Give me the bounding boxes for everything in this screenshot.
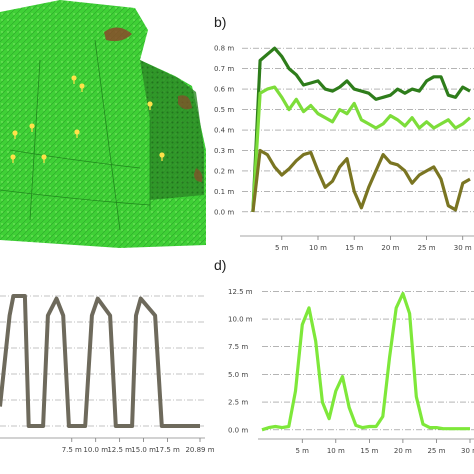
tree-marker-icon bbox=[74, 129, 80, 138]
y-tick-label: 0.8 m bbox=[214, 45, 234, 53]
series-line-3 bbox=[251, 148, 471, 213]
chart-b: b) 0.0 m 0.1 m 0.2 m 0.3 m 0.4 m 0.5 m 0.6 m 0.… bbox=[214, 14, 474, 252]
field-line bbox=[0, 189, 151, 206]
panel-label-b: b) bbox=[214, 14, 226, 30]
field-line bbox=[94, 39, 121, 231]
y-tick-label: 0.0 m bbox=[228, 426, 248, 434]
x-tick-label: 15 m bbox=[345, 244, 363, 252]
x-tick-label: 20 m bbox=[381, 244, 399, 252]
field-line bbox=[9, 149, 141, 169]
tree-marker-icon bbox=[41, 154, 47, 163]
y-tick-label: 7.5 m bbox=[228, 343, 248, 351]
y-tick-label: 0.6 m bbox=[214, 86, 234, 94]
y-tick-label: 0.4 m bbox=[214, 127, 234, 135]
tree-marker-icon bbox=[147, 101, 153, 110]
tree-marker-icon bbox=[10, 154, 16, 163]
x-tick-label: 17.5 m bbox=[155, 446, 180, 454]
x-tick-label: 25 m bbox=[418, 244, 436, 252]
y-tick-label: 12.5 m bbox=[228, 288, 253, 296]
soil-patch bbox=[194, 168, 203, 182]
y-tick-label: 2.5 m bbox=[228, 399, 248, 407]
x-tick-label: 5 m bbox=[296, 447, 310, 455]
chart-c: 7.5 m 10.0 m 12.5 m 15.0 m 17.5 m 20.89 m bbox=[0, 294, 215, 454]
x-tick-label: 30 m bbox=[461, 447, 474, 455]
chart-d: d) 0.0 m 2.5 m 5.0 m 7.5 m 10.0 m 12.5 m 5 m 10… bbox=[214, 257, 474, 455]
x-tick-label: 15 m bbox=[360, 447, 378, 455]
tree-marker-icon bbox=[12, 130, 18, 139]
soil-patch bbox=[178, 95, 192, 110]
x-tick-label: 30 m bbox=[454, 244, 472, 252]
y-tick-label: 10.0 m bbox=[228, 316, 253, 324]
x-tick-label: 10 m bbox=[309, 244, 327, 252]
field-line bbox=[29, 59, 41, 221]
series-line-1 bbox=[261, 291, 470, 432]
series-line-1 bbox=[251, 46, 471, 212]
y-tick-label: 0.0 m bbox=[214, 208, 234, 216]
x-tick-label: 10.0 m bbox=[83, 446, 108, 454]
series-line-1 bbox=[0, 294, 200, 428]
panel-label-d: d) bbox=[214, 257, 226, 273]
soil-patch bbox=[104, 27, 132, 42]
series-line-2 bbox=[251, 85, 472, 212]
x-tick-label: 15.0 m bbox=[131, 446, 156, 454]
tree-marker-icon bbox=[79, 83, 85, 92]
x-tick-label: 20 m bbox=[394, 447, 412, 455]
y-tick-label: 0.3 m bbox=[214, 147, 234, 155]
x-tick-label: 7.5 m bbox=[62, 446, 82, 454]
x-tick-label: 10 m bbox=[327, 447, 345, 455]
y-tick-label: 5.0 m bbox=[228, 371, 248, 379]
orthophoto-map bbox=[0, 0, 206, 248]
y-tick-label: 0.1 m bbox=[214, 188, 234, 196]
x-tick-label: 12.5 m bbox=[107, 446, 132, 454]
x-tick-label: 5 m bbox=[275, 244, 289, 252]
tree-marker-icon bbox=[29, 123, 35, 132]
x-tick-label: 25 m bbox=[427, 447, 445, 455]
tree-marker-icon bbox=[71, 75, 77, 84]
dark-field-strip bbox=[140, 60, 204, 200]
y-tick-label: 0.7 m bbox=[214, 65, 234, 73]
x-tick-label: 20.89 m bbox=[185, 446, 214, 454]
tree-marker-icon bbox=[159, 152, 165, 161]
y-tick-label: 0.5 m bbox=[214, 106, 234, 114]
y-tick-label: 0.2 m bbox=[214, 167, 234, 175]
